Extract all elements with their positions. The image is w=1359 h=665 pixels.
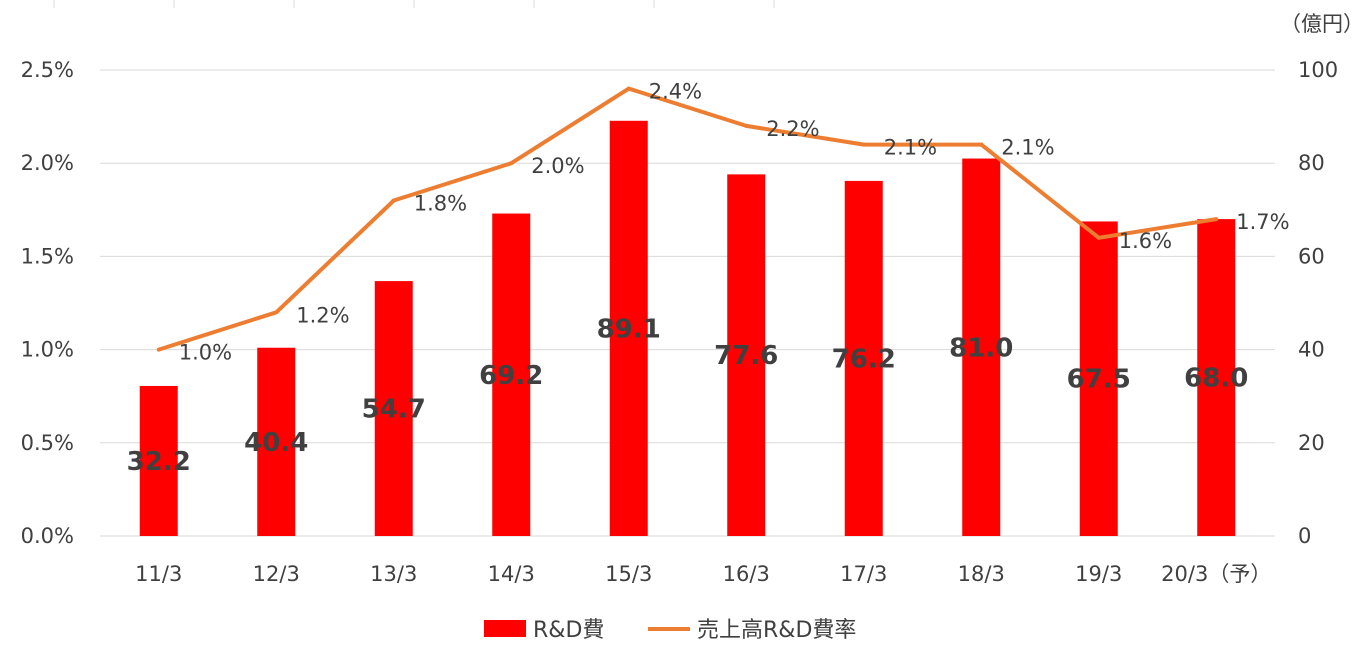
bar-value-label: 32.2 [127, 447, 191, 477]
line-point [861, 142, 866, 147]
bar-value-labels: 32.2 40.4 54.7 69.2 89.1 77.6 76.2 81.0 67.5 68.0 [127, 314, 1249, 477]
bar-series [139, 120, 1236, 537]
x-axis-tick-label: 16/3 [723, 562, 770, 586]
left-axis-ticks: 0.0% 0.5% 1.0% 1.5% 2.0% 2.5% [21, 58, 74, 548]
bar-value-label: 76.2 [832, 344, 896, 374]
legend-bar-label: R&D費 [533, 618, 604, 643]
left-axis-tick-label: 0.5% [21, 431, 74, 455]
line-point [744, 123, 749, 128]
line-path [158, 86, 1217, 352]
line-point [391, 198, 396, 203]
line-series [156, 86, 1219, 352]
bar [1079, 221, 1118, 536]
bar-value-label: 77.6 [714, 341, 778, 371]
bar-value-label: 69.2 [479, 361, 543, 391]
bar [727, 174, 766, 536]
bar-value-label: 54.7 [362, 395, 426, 425]
line-point [274, 310, 279, 315]
legend: R&D費 売上高R&D費率 [484, 618, 856, 643]
line-value-label: 2.0% [531, 154, 584, 178]
bar [844, 180, 883, 536]
x-axis-tick-label: 15/3 [605, 562, 652, 586]
bar [1197, 219, 1236, 536]
line-point [979, 142, 984, 147]
legend-bar-swatch [484, 620, 526, 637]
right-axis-tick-label: 40 [1298, 338, 1325, 362]
line-point [1214, 217, 1219, 222]
gridlines [53, 0, 1275, 537]
right-axis-tick-label: 0 [1298, 524, 1311, 548]
left-axis-tick-label: 0.0% [21, 524, 74, 548]
bar-value-label: 81.0 [949, 333, 1013, 363]
bar [374, 281, 413, 536]
bar [962, 158, 1001, 537]
left-axis-tick-label: 1.5% [21, 244, 74, 268]
bar [609, 120, 648, 536]
right-axis-unit: （億円） [1280, 12, 1359, 36]
left-axis-tick-label: 2.5% [21, 58, 74, 82]
x-axis-tick-label: 20/3（予） [1161, 562, 1271, 586]
line-value-label: 2.2% [766, 117, 819, 141]
bar-value-label: 67.5 [1067, 365, 1131, 395]
x-axis-tick-label: 12/3 [253, 562, 300, 586]
left-axis-tick-label: 2.0% [21, 151, 74, 175]
line-value-label: 1.2% [296, 303, 349, 327]
line-point [509, 161, 514, 166]
x-axis-ticks: 11/3 12/3 13/3 14/3 15/3 16/3 17/3 18/3 19/3 20/3… [135, 562, 1271, 586]
right-axis-tick-label: 80 [1298, 151, 1325, 175]
line-value-label: 1.0% [179, 341, 232, 365]
right-axis-ticks: 0 20 40 60 80 100 [1298, 58, 1338, 548]
bar [257, 347, 296, 536]
line-value-label: 2.1% [1001, 136, 1054, 160]
bar-value-label: 68.0 [1184, 364, 1248, 394]
line-point [626, 86, 631, 91]
left-axis-tick-label: 1.0% [21, 338, 74, 362]
x-axis-tick-label: 19/3 [1075, 562, 1122, 586]
line-point [1096, 235, 1101, 240]
line-value-label: 2.1% [884, 136, 937, 160]
bar-value-label: 89.1 [597, 314, 661, 344]
x-axis-tick-label: 11/3 [135, 562, 182, 586]
x-axis-tick-label: 13/3 [370, 562, 417, 586]
bar [492, 213, 531, 536]
line-value-labels: 1.0% 1.2% 1.8% 2.0% 2.4% 2.2% 2.1% 2.1% 1.6% 1.7% [179, 80, 1290, 365]
line-value-label: 2.4% [649, 80, 702, 104]
bar-value-label: 40.4 [244, 428, 308, 458]
bar [139, 385, 178, 536]
x-axis-tick-label: 14/3 [488, 562, 535, 586]
x-axis-tick-label: 17/3 [840, 562, 887, 586]
right-axis-tick-label: 20 [1298, 431, 1325, 455]
right-axis-tick-label: 60 [1298, 244, 1325, 268]
line-value-label: 1.7% [1236, 210, 1289, 234]
line-value-label: 1.8% [414, 191, 467, 215]
line-value-label: 1.6% [1119, 229, 1172, 253]
x-axis-tick-label: 18/3 [958, 562, 1005, 586]
right-axis-tick-label: 100 [1298, 58, 1338, 82]
line-point [156, 347, 161, 352]
legend-line-label: 売上高R&D費率 [697, 618, 856, 643]
